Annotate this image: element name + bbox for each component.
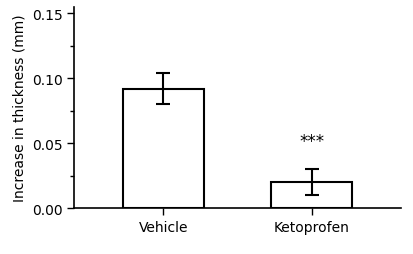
Text: ***: *** bbox=[299, 132, 324, 150]
Bar bbox=[271, 182, 352, 208]
Bar bbox=[123, 89, 204, 208]
Y-axis label: Increase in thickness (mm): Increase in thickness (mm) bbox=[12, 14, 26, 201]
